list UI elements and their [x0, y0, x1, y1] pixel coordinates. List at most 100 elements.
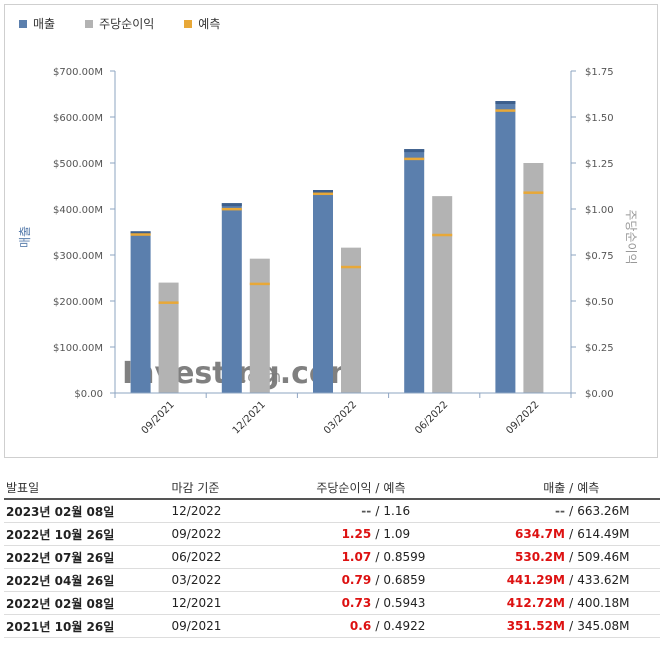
x-tick-label: 12/2021: [231, 399, 268, 436]
eps-bar: [341, 247, 361, 393]
x-tick-label: 09/2021: [140, 399, 177, 436]
revenue-swatch-icon: [19, 19, 27, 28]
eps-actual-cell: -- /: [284, 499, 382, 523]
eps-actual-cell: 1.25 /: [284, 522, 382, 546]
revenue-forecast-mark: [495, 109, 516, 112]
left-tick-label: $400.00M: [53, 205, 103, 216]
revenue-forecast: 400.18M: [575, 591, 660, 615]
release-date: 2021년 10월 26일: [4, 614, 170, 638]
revenue-forecast: 614.49M: [575, 522, 660, 546]
revenue-forecast: 663.26M: [575, 499, 660, 523]
eps-actual-cell: 0.6 /: [284, 614, 382, 638]
legend-eps-label: 주당순이익: [99, 17, 155, 31]
revenue-actual: 634.7M: [515, 527, 565, 541]
col-header-date[interactable]: 발표일: [4, 476, 170, 500]
eps-bar: [158, 282, 179, 393]
table-header-row: 발표일 마감 기준 주당순이익 / 예측 매출 / 예측: [4, 476, 660, 500]
eps-actual-cell: 0.79 /: [284, 568, 382, 592]
legend-item-forecast[interactable]: 예측: [184, 15, 220, 32]
eps-forecast: 0.6859: [381, 568, 475, 592]
revenue-actual: 530.2M: [515, 550, 565, 564]
revenue-actual-cell: 530.2M /: [474, 545, 576, 569]
release-date: 2022년 07월 26일: [4, 545, 170, 569]
x-tick-label: 03/2022: [322, 399, 359, 436]
table-row: 2022년 04월 26일 03/2022 0.79 /0.6859 441.29M …: [4, 568, 660, 592]
left-tick-label: $300.00M: [53, 251, 103, 262]
right-axis-title: 주당순이익: [624, 209, 638, 264]
right-tick-label: $0.00: [585, 389, 614, 400]
earnings-table: 발표일 마감 기준 주당순이익 / 예측 매출 / 예측 2023년 02월 0…: [4, 476, 660, 638]
revenue-sep: /: [569, 504, 574, 518]
col-header-revenue-forecast[interactable]: 예측: [575, 476, 660, 500]
release-date: 2022년 04월 26일: [4, 568, 170, 592]
forecast-swatch-icon: [184, 19, 193, 28]
table-row: 2021년 10월 26일 09/2021 0.6 /0.4922 351.52M /…: [4, 614, 660, 638]
table-row: 2022년 07월 26일 06/2022 1.07 /0.8599 530.2M /…: [4, 545, 660, 569]
eps-actual: 1.25: [341, 527, 372, 541]
eps-forecast: 1.16: [381, 499, 475, 523]
eps-actual-cell: 1.07 /: [284, 545, 382, 569]
table-row: 2022년 10월 26일 09/2022 1.25 /1.09 634.7M /61…: [4, 522, 660, 546]
col-header-eps-forecast[interactable]: 예측: [381, 476, 475, 500]
eps-sep: /: [375, 504, 380, 518]
col-header-period[interactable]: 마감 기준: [169, 476, 285, 500]
col-header-revenue-sep: /: [569, 480, 574, 495]
col-header-eps-sep: /: [375, 480, 380, 495]
eps-swatch-icon: [85, 19, 94, 28]
release-date: 2022년 02월 08일: [4, 591, 170, 615]
revenue-actual: 441.29M: [506, 573, 565, 587]
revenue-actual-cell: 634.7M /: [474, 522, 576, 546]
eps-forecast-mark: [158, 301, 179, 304]
legend-revenue-label: 매출: [33, 17, 56, 31]
eps-forecast-mark: [432, 233, 453, 237]
x-tick-label: 06/2022: [413, 399, 450, 436]
eps-actual: 1.07: [341, 550, 372, 564]
eps-actual: 0.73: [341, 596, 372, 610]
eps-actual: --: [361, 504, 372, 518]
left-tick-label: $600.00M: [53, 113, 103, 124]
revenue-forecast: 433.62M: [575, 568, 660, 592]
col-header-eps-label: 주당순이익: [316, 480, 372, 495]
release-date: 2022년 10월 26일: [4, 522, 170, 546]
eps-forecast-mark: [341, 265, 361, 269]
period-end: 12/2022: [169, 499, 285, 523]
revenue-bar: [130, 231, 151, 393]
revenue-bar: [404, 149, 425, 393]
eps-forecast: 0.8599: [381, 545, 475, 569]
period-end: 09/2021: [169, 614, 285, 638]
period-end: 09/2022: [169, 522, 285, 546]
chart-legend: 매출 주당순이익 예측: [19, 15, 220, 32]
revenue-actual-cell: -- /: [474, 499, 576, 523]
right-tick-label: $0.50: [585, 297, 614, 308]
table-row: 2023년 02월 08일 12/2022 -- /1.16 -- /663.26M: [4, 499, 660, 523]
right-tick-label: $1.50: [585, 113, 614, 124]
revenue-sep: /: [569, 527, 574, 541]
revenue-bar: [221, 203, 242, 393]
right-tick-label: $0.25: [585, 343, 614, 354]
revenue-forecast: 345.08M: [575, 614, 660, 638]
eps-bar: [432, 196, 453, 393]
period-end: 12/2021: [169, 591, 285, 615]
legend-item-revenue[interactable]: 매출: [19, 15, 55, 32]
eps-sep: /: [375, 550, 380, 564]
revenue-actual: 412.72M: [506, 596, 565, 610]
eps-bar: [249, 258, 270, 393]
eps-forecast-mark: [249, 282, 270, 286]
legend-forecast-label: 예측: [198, 17, 221, 31]
release-date: 2023년 02월 08일: [4, 499, 170, 523]
eps-sep: /: [375, 619, 380, 633]
eps-actual-cell: 0.73 /: [284, 591, 382, 615]
revenue-actual-cell: 412.72M /: [474, 591, 576, 615]
revenue-sep: /: [569, 550, 574, 564]
earnings-chart: Investing.com.com 09/202112/202103/20220…: [18, 67, 638, 436]
revenue-bar-cap: [313, 190, 333, 194]
revenue-forecast-mark: [404, 157, 425, 161]
revenue-bar: [313, 190, 333, 393]
col-header-eps[interactable]: 주당순이익 /: [284, 476, 382, 500]
period-end: 03/2022: [169, 568, 285, 592]
legend-item-eps[interactable]: 주당순이익: [85, 15, 154, 32]
revenue-bar-cap: [495, 101, 516, 105]
col-header-revenue[interactable]: 매출 /: [474, 476, 576, 500]
eps-forecast: 1.09: [381, 522, 475, 546]
revenue-actual-cell: 441.29M /: [474, 568, 576, 592]
